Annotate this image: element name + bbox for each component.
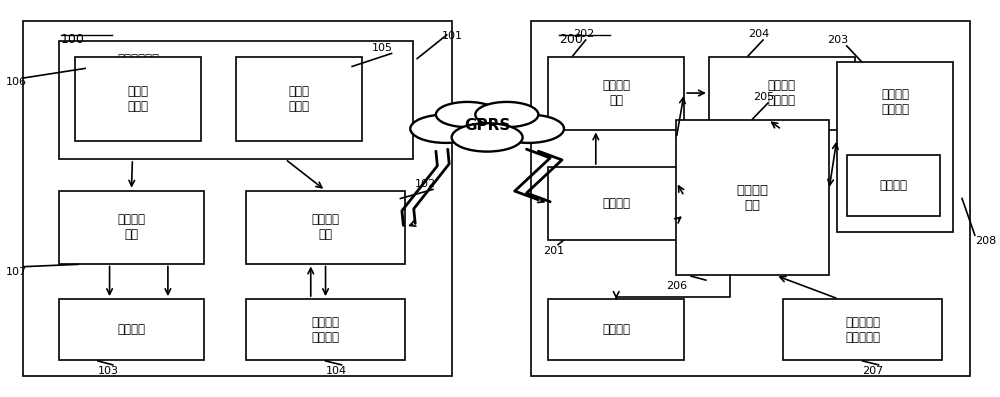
- Text: 报警模块: 报警模块: [117, 323, 145, 336]
- FancyBboxPatch shape: [59, 41, 413, 159]
- Text: 204: 204: [748, 29, 769, 39]
- Text: 103: 103: [98, 366, 119, 376]
- Text: 102: 102: [415, 179, 436, 189]
- Text: 数据过滤
模块: 数据过滤 模块: [602, 79, 630, 107]
- Text: 显示模块: 显示模块: [602, 323, 630, 336]
- Text: 系统控制
模块: 系统控制 模块: [737, 183, 769, 212]
- Text: 后端人机
交互模块: 后端人机 交互模块: [881, 88, 909, 116]
- Text: 202: 202: [573, 29, 594, 39]
- FancyBboxPatch shape: [676, 119, 829, 276]
- FancyBboxPatch shape: [59, 191, 204, 264]
- Circle shape: [436, 105, 538, 146]
- FancyBboxPatch shape: [246, 191, 405, 264]
- Text: 104: 104: [326, 366, 347, 376]
- FancyBboxPatch shape: [548, 299, 684, 360]
- Text: 数据比较
模块: 数据比较 模块: [117, 213, 145, 241]
- FancyBboxPatch shape: [837, 62, 953, 232]
- Text: 206: 206: [666, 281, 688, 291]
- Text: 移动通信
模块: 移动通信 模块: [312, 213, 340, 241]
- Circle shape: [452, 123, 523, 152]
- Text: 203: 203: [827, 35, 848, 45]
- FancyBboxPatch shape: [548, 167, 684, 240]
- FancyBboxPatch shape: [783, 299, 942, 360]
- FancyBboxPatch shape: [709, 57, 855, 129]
- Text: 106: 106: [5, 77, 26, 87]
- Text: 101: 101: [442, 31, 463, 41]
- Text: GPRS: GPRS: [464, 118, 510, 133]
- FancyBboxPatch shape: [847, 155, 940, 216]
- FancyBboxPatch shape: [75, 57, 201, 141]
- Text: 201: 201: [543, 246, 564, 256]
- Circle shape: [410, 114, 481, 143]
- Text: 车辆扫
描单元: 车辆扫 描单元: [128, 85, 149, 113]
- Circle shape: [475, 102, 538, 127]
- Text: 207: 207: [863, 366, 884, 376]
- Text: 107: 107: [5, 268, 26, 278]
- FancyBboxPatch shape: [548, 57, 684, 129]
- FancyBboxPatch shape: [531, 21, 970, 376]
- Text: 200: 200: [559, 33, 583, 46]
- Text: 车载人机
交互模块: 车载人机 交互模块: [312, 316, 340, 343]
- Text: 数据采集模块: 数据采集模块: [118, 53, 160, 66]
- Text: 100: 100: [61, 33, 84, 46]
- Text: 外围系统数
据接口模块: 外围系统数 据接口模块: [845, 316, 880, 343]
- Text: 数据统计
管理模块: 数据统计 管理模块: [768, 79, 796, 107]
- FancyBboxPatch shape: [23, 21, 452, 376]
- FancyBboxPatch shape: [236, 57, 362, 141]
- Text: 208: 208: [975, 236, 996, 246]
- FancyBboxPatch shape: [59, 299, 204, 360]
- Text: 配置单元: 配置单元: [880, 179, 908, 192]
- Text: 车辆定
位单元: 车辆定 位单元: [288, 85, 309, 113]
- Text: 通信模块: 通信模块: [602, 197, 630, 210]
- Circle shape: [436, 102, 499, 127]
- Circle shape: [493, 114, 564, 143]
- Text: 105: 105: [372, 42, 393, 53]
- Text: 205: 205: [753, 92, 774, 102]
- FancyBboxPatch shape: [246, 299, 405, 360]
